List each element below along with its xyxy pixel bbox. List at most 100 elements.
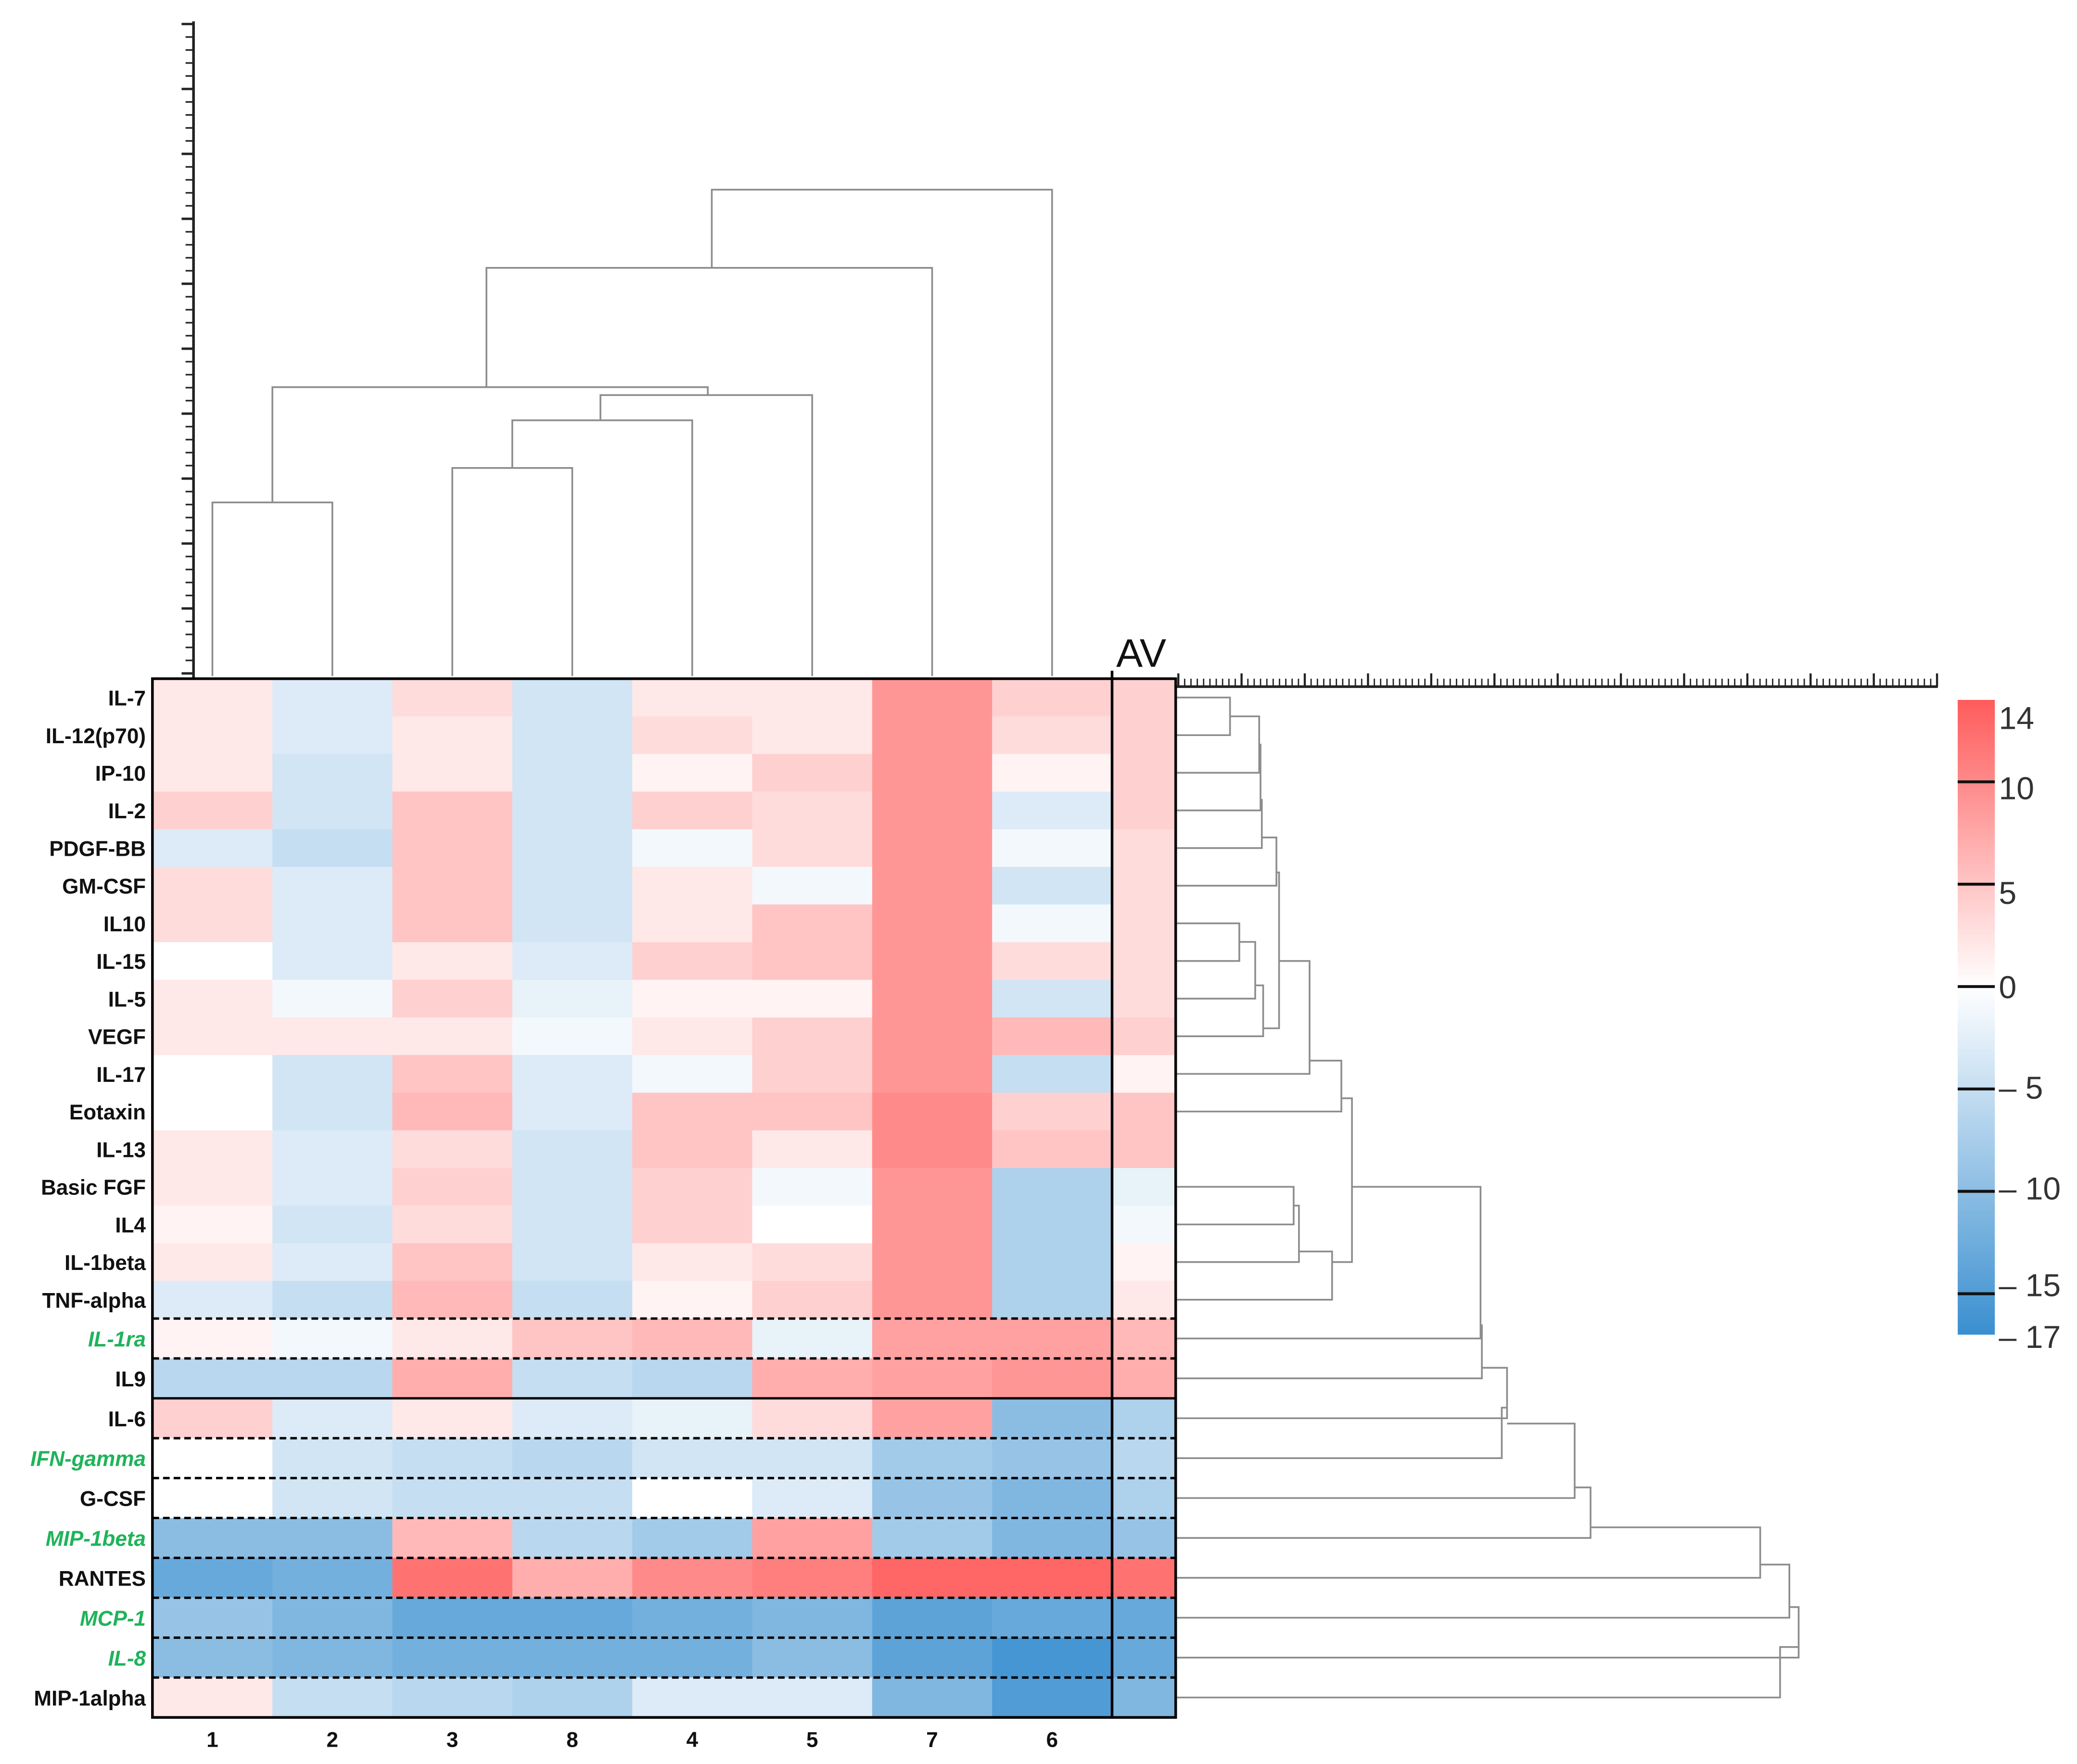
cell-Basic FGF-3 <box>392 1168 513 1206</box>
cell-TNF-alpha-8 <box>512 1281 633 1320</box>
cell-IL10-1 <box>152 904 273 943</box>
cell-Eotaxin-6 <box>992 1092 1113 1131</box>
cell-IL-8-2 <box>272 1637 394 1678</box>
cell-MIP-1beta-8 <box>512 1518 633 1559</box>
cell-IL4-3 <box>392 1206 513 1244</box>
cell-IFN-gamma-7 <box>872 1438 993 1479</box>
dendrogram-link <box>1332 1097 1353 1263</box>
cell-MCP-1-6 <box>992 1598 1113 1639</box>
cell-IL10-6 <box>992 904 1113 943</box>
cell-IL-13-8 <box>512 1130 633 1169</box>
cell-GM-CSF-7 <box>872 867 993 905</box>
cell-TNF-alpha-3 <box>392 1281 513 1320</box>
cell-TNF-alpha-6 <box>992 1281 1113 1320</box>
cell-IL-5-5 <box>752 979 873 1018</box>
cell-TNF-alpha-7 <box>872 1281 993 1320</box>
cell-IL-15-3 <box>392 942 513 981</box>
cell-IL-6-8 <box>512 1398 633 1439</box>
cell-PDGF-BB-1 <box>152 829 273 868</box>
dendrogram-link <box>211 501 333 676</box>
cell-IP-10-5 <box>752 754 873 793</box>
cell-G-CSF-5 <box>752 1478 873 1519</box>
cell-IL-15-AV <box>1112 942 1176 981</box>
cell-PDGF-BB-3 <box>392 829 513 868</box>
cell-Eotaxin-4 <box>632 1092 753 1131</box>
dendrogram-link <box>1177 1367 1508 1420</box>
cell-IL-6-6 <box>992 1398 1113 1439</box>
dendrogram-link <box>1177 984 1264 1037</box>
cell-MCP-1-4 <box>632 1598 753 1639</box>
cell-IL-15-5 <box>752 942 873 981</box>
cell-IL-1ra-8 <box>512 1318 633 1359</box>
row-label: IL-15 <box>96 950 146 974</box>
dendrogram-link <box>1263 871 1280 1029</box>
cell-IL-13-AV <box>1112 1130 1176 1169</box>
cell-IL-8-8 <box>512 1637 633 1678</box>
cell-IL9-2 <box>272 1358 394 1399</box>
column-label: 4 <box>687 1728 699 1751</box>
cell-RANTES-2 <box>272 1558 394 1599</box>
cell-IL-8-1 <box>152 1637 273 1678</box>
cell-GM-CSF-3 <box>392 867 513 905</box>
cell-G-CSF-8 <box>512 1478 633 1519</box>
row-label: G-CSF <box>80 1487 146 1511</box>
cell-IL-5-3 <box>392 979 513 1018</box>
cell-GM-CSF-8 <box>512 867 633 905</box>
cell-IL4-7 <box>872 1206 993 1244</box>
cell-IL-6-3 <box>392 1398 513 1439</box>
row-label: IL-5 <box>108 988 146 1011</box>
cell-IFN-gamma-1 <box>152 1438 273 1479</box>
cell-IL-12(p70)-8 <box>512 716 633 755</box>
cell-IL-1ra-2 <box>272 1318 394 1359</box>
cell-IL-12(p70)-6 <box>992 716 1113 755</box>
colorbar-tick-label: 5 <box>1999 876 2016 911</box>
dendrogram-link <box>1177 799 1263 849</box>
cell-IL-17-6 <box>992 1055 1113 1094</box>
cell-Eotaxin-7 <box>872 1092 993 1131</box>
cell-IL-13-6 <box>992 1130 1113 1169</box>
cell-GM-CSF-2 <box>272 867 394 905</box>
dendrogram-link <box>1177 1486 1592 1539</box>
row-label: IFN-gamma <box>30 1447 146 1471</box>
colorbar-gradient <box>1958 699 1995 1335</box>
cell-IL-1ra-1 <box>152 1318 273 1359</box>
row-dendrogram <box>1177 697 1800 1699</box>
cell-IFN-gamma-3 <box>392 1438 513 1479</box>
heatmap-border <box>151 677 1177 1719</box>
cell-IL-5-7 <box>872 979 993 1018</box>
cell-MCP-1-2 <box>272 1598 394 1639</box>
average-column-label: AV <box>1116 631 1166 675</box>
cell-IL-6-AV <box>1112 1398 1176 1439</box>
cell-Eotaxin-AV <box>1112 1092 1176 1131</box>
cell-IL10-8 <box>512 904 633 943</box>
cell-IL-7-7 <box>872 678 993 717</box>
cell-IL-8-5 <box>752 1637 873 1678</box>
cell-MIP-1alpha-4 <box>632 1677 753 1718</box>
cell-IL-17-AV <box>1112 1055 1176 1094</box>
cell-IL-2-5 <box>752 791 873 830</box>
cell-Basic FGF-4 <box>632 1168 753 1206</box>
cell-IL9-AV <box>1112 1358 1176 1399</box>
cell-TNF-alpha-5 <box>752 1281 873 1320</box>
cell-Eotaxin-3 <box>392 1092 513 1131</box>
cell-VEGF-2 <box>272 1017 394 1056</box>
cell-IL-5-1 <box>152 979 273 1018</box>
column-label: 7 <box>926 1728 938 1751</box>
cell-MIP-1alpha-2 <box>272 1677 394 1718</box>
dendrogram-link <box>451 467 573 676</box>
cell-IL-15-7 <box>872 942 993 981</box>
row-label: IL-1beta <box>64 1251 146 1275</box>
cell-IL-1ra-6 <box>992 1318 1113 1359</box>
row-label: IL-17 <box>96 1063 146 1087</box>
cell-IL-6-1 <box>152 1398 273 1439</box>
cell-IL-5-8 <box>512 979 633 1018</box>
cell-Basic FGF-5 <box>752 1168 873 1206</box>
row-label: IL-2 <box>108 800 146 823</box>
heatmap-frames <box>151 671 1177 1719</box>
row-label: MIP-1beta <box>46 1527 146 1551</box>
cell-GM-CSF-AV <box>1112 867 1176 905</box>
cell-IL-1ra-7 <box>872 1318 993 1359</box>
cell-VEGF-AV <box>1112 1017 1176 1056</box>
cell-IP-10-2 <box>272 754 394 793</box>
